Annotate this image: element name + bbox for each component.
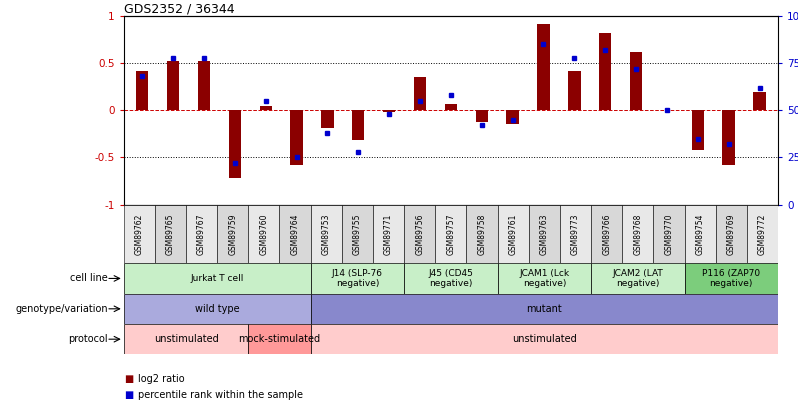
Bar — [716, 205, 747, 263]
Bar — [568, 71, 580, 111]
Bar — [124, 263, 310, 294]
Bar — [722, 111, 735, 165]
Bar — [342, 205, 373, 263]
Bar — [352, 111, 365, 141]
Bar — [310, 205, 342, 263]
Text: GSM89770: GSM89770 — [665, 213, 674, 255]
Bar — [630, 52, 642, 111]
Text: GSM89755: GSM89755 — [353, 213, 361, 255]
Bar — [529, 205, 560, 263]
Text: J45 (CD45
negative): J45 (CD45 negative) — [429, 269, 473, 288]
Bar — [654, 205, 685, 263]
Bar — [404, 263, 498, 294]
Bar — [124, 205, 155, 263]
Text: mock-stimulated: mock-stimulated — [239, 334, 321, 344]
Text: GSM89764: GSM89764 — [290, 213, 299, 255]
Text: GSM89763: GSM89763 — [540, 213, 549, 255]
Text: GDS2352 / 36344: GDS2352 / 36344 — [124, 2, 235, 15]
Text: GSM89766: GSM89766 — [602, 213, 611, 255]
Text: percentile rank within the sample: percentile rank within the sample — [138, 390, 303, 400]
Text: GSM89756: GSM89756 — [415, 213, 425, 255]
Bar — [599, 33, 611, 111]
Text: log2 ratio: log2 ratio — [138, 374, 184, 384]
Bar — [685, 205, 716, 263]
Text: GSM89757: GSM89757 — [446, 213, 456, 255]
Bar — [310, 324, 778, 354]
Text: GSM89772: GSM89772 — [758, 213, 767, 255]
Text: mutant: mutant — [527, 304, 563, 314]
Bar — [414, 77, 426, 111]
Text: GSM89767: GSM89767 — [197, 213, 206, 255]
Bar — [124, 324, 248, 354]
Text: J14 (SLP-76
negative): J14 (SLP-76 negative) — [332, 269, 383, 288]
Text: P116 (ZAP70
negative): P116 (ZAP70 negative) — [702, 269, 760, 288]
Bar — [136, 71, 148, 111]
Text: unstimulated: unstimulated — [512, 334, 577, 344]
Text: GSM89765: GSM89765 — [166, 213, 175, 255]
Bar — [476, 111, 488, 122]
Text: GSM89760: GSM89760 — [259, 213, 268, 255]
Bar — [404, 205, 435, 263]
Text: GSM89754: GSM89754 — [696, 213, 705, 255]
Text: unstimulated: unstimulated — [154, 334, 219, 344]
Bar — [753, 92, 766, 111]
Bar — [685, 263, 778, 294]
Bar — [167, 62, 180, 111]
Text: GSM89753: GSM89753 — [322, 213, 330, 255]
Text: GSM89761: GSM89761 — [508, 213, 518, 255]
Bar — [498, 263, 591, 294]
Text: GSM89771: GSM89771 — [384, 213, 393, 255]
Bar — [290, 111, 302, 165]
Bar — [591, 263, 685, 294]
Bar — [692, 111, 704, 150]
Bar — [383, 111, 395, 112]
Bar — [622, 205, 654, 263]
Text: GSM89762: GSM89762 — [135, 213, 144, 255]
Bar — [310, 294, 778, 324]
Bar — [229, 111, 241, 178]
Bar — [591, 205, 622, 263]
Bar — [248, 324, 310, 354]
Bar — [444, 104, 457, 111]
Bar — [124, 294, 310, 324]
Text: genotype/variation: genotype/variation — [15, 304, 108, 314]
Bar — [435, 205, 467, 263]
Text: JCAM2 (LAT
negative): JCAM2 (LAT negative) — [612, 269, 663, 288]
Bar — [310, 263, 404, 294]
Bar — [279, 205, 310, 263]
Bar — [747, 205, 778, 263]
Text: protocol: protocol — [68, 334, 108, 344]
Bar — [560, 205, 591, 263]
Bar — [155, 205, 186, 263]
Bar — [537, 24, 550, 111]
Bar — [498, 205, 529, 263]
Bar — [322, 111, 334, 128]
Text: Jurkat T cell: Jurkat T cell — [191, 274, 244, 283]
Text: JCAM1 (Lck
negative): JCAM1 (Lck negative) — [519, 269, 570, 288]
Text: GSM89773: GSM89773 — [571, 213, 580, 255]
Bar — [373, 205, 404, 263]
Bar — [198, 62, 210, 111]
Bar — [507, 111, 519, 124]
Text: GSM89758: GSM89758 — [477, 213, 487, 255]
Text: GSM89768: GSM89768 — [634, 213, 642, 255]
Text: cell line: cell line — [70, 273, 108, 283]
Text: ■: ■ — [124, 390, 133, 400]
Text: wild type: wild type — [195, 304, 239, 314]
Bar — [186, 205, 217, 263]
Bar — [217, 205, 248, 263]
Bar — [259, 106, 272, 111]
Bar — [248, 205, 279, 263]
Bar — [467, 205, 498, 263]
Text: GSM89759: GSM89759 — [228, 213, 237, 255]
Text: ■: ■ — [124, 374, 133, 384]
Text: GSM89769: GSM89769 — [727, 213, 736, 255]
